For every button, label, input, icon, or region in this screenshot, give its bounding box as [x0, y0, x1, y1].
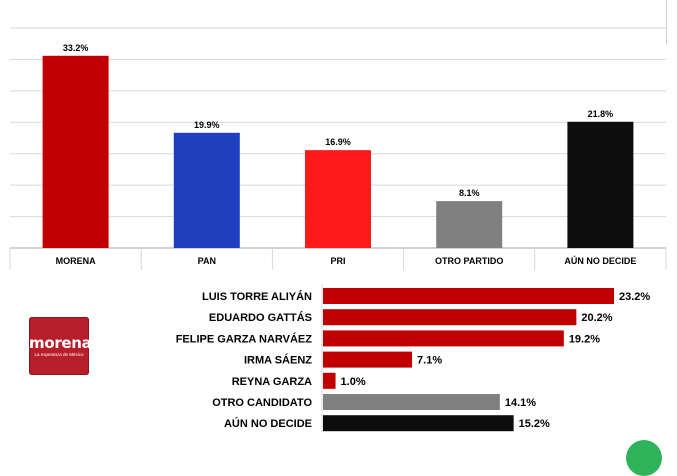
bar: [42, 55, 109, 248]
bar: [323, 330, 564, 347]
bar-value-label: 19.2%: [569, 333, 600, 345]
category-label: AÚN NO DECIDE: [564, 255, 636, 266]
category-label: EDUARDO GATTÁS: [209, 311, 312, 324]
bar: [436, 201, 503, 248]
bar-value-label: 33.2%: [63, 43, 89, 53]
bar: [323, 394, 500, 410]
bar-value-label: 20.2%: [581, 312, 612, 324]
category-label: REYNA GARZA: [232, 376, 312, 388]
bar: [323, 351, 413, 368]
bar: [323, 415, 514, 432]
category-label: AÚN NO DECIDE: [224, 417, 312, 430]
bar: [323, 372, 336, 389]
category-label: PAN: [198, 256, 216, 266]
bar: [323, 309, 577, 326]
bar-value-label: 23.2%: [619, 291, 650, 303]
candidate-preference-chart: LUIS TORRE ALIYÁN 23.2% EDUARDO GATTÁS 20.2…: [176, 284, 650, 432]
category-label: OTRO CANDIDATO: [212, 397, 312, 409]
bar-value-label: 16.9%: [325, 137, 351, 147]
bar: [305, 150, 371, 248]
bar-value-label: 21.8%: [588, 109, 614, 119]
logo-wordmark: morena: [29, 334, 92, 352]
bar-value-label: 14.1%: [505, 397, 536, 409]
bar-value-label: 8.1%: [459, 188, 480, 198]
corner-badge: [626, 440, 662, 476]
category-label: PRI: [330, 256, 345, 266]
category-label: IRMA SÁENZ: [244, 354, 312, 367]
bar-value-label: 19.9%: [194, 120, 220, 130]
category-label: OTRO PARTIDO: [435, 256, 503, 266]
bar-value-label: 15.2%: [519, 418, 550, 430]
bar: [567, 121, 634, 248]
bar-value-label: 7.1%: [417, 355, 442, 367]
morena-logo: morena La esperanza de México: [29, 317, 92, 375]
bar: [173, 132, 240, 248]
category-label: FELIPE GARZA NARVÁEZ: [176, 332, 313, 345]
party-preference-chart: 33.2% MORENA 19.9% PAN 16.9% PRI 8.1% OTRO PART…: [9, 27, 667, 270]
bar: [323, 288, 614, 304]
bar-value-label: 1.0%: [341, 376, 366, 388]
category-label: LUIS TORRE ALIYÁN: [202, 290, 312, 303]
category-label: MORENA: [56, 256, 96, 266]
logo-tagline: La esperanza de México: [34, 352, 84, 357]
edge-divider: [666, 0, 667, 44]
